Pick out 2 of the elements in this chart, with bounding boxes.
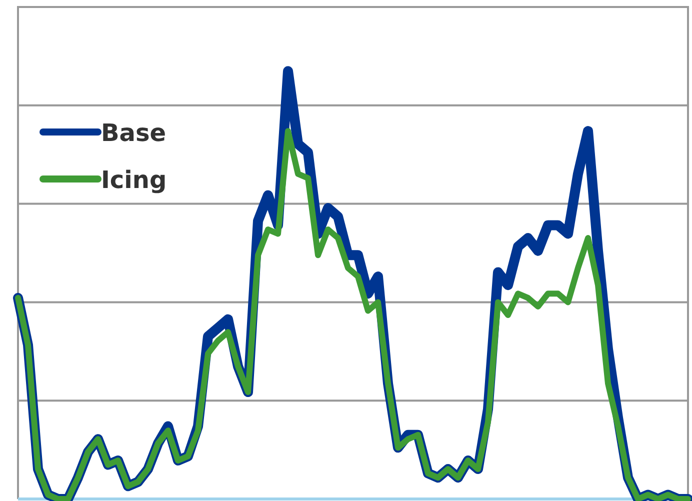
legend-label: Base: [101, 119, 166, 147]
legend-label: Icing: [101, 166, 167, 194]
